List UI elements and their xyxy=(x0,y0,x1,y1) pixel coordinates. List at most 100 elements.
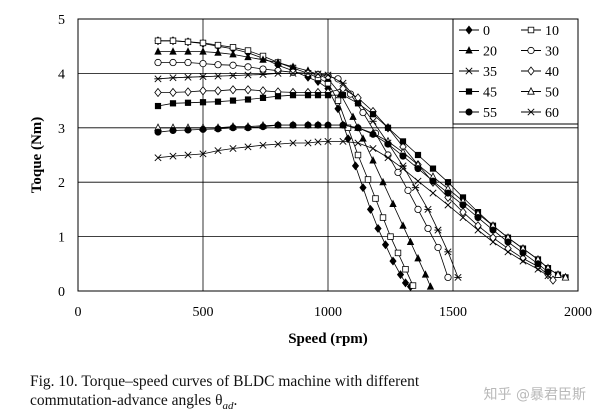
data-point xyxy=(199,150,207,158)
y-tick-label: 3 xyxy=(58,122,65,137)
data-point xyxy=(199,125,207,133)
data-point xyxy=(214,125,222,133)
data-point xyxy=(259,70,267,79)
data-point xyxy=(199,47,207,55)
data-point xyxy=(274,58,282,66)
data-point xyxy=(214,86,222,96)
y-tick-label: 2 xyxy=(58,176,65,191)
data-point xyxy=(324,71,332,79)
marker-stroke xyxy=(399,165,407,173)
marker-stroke xyxy=(414,177,422,185)
data-point xyxy=(184,73,192,81)
data-point xyxy=(429,165,437,172)
caption-end: . xyxy=(233,392,238,409)
data-point xyxy=(424,224,432,233)
data-point xyxy=(401,278,410,288)
data-point xyxy=(259,141,267,149)
data-point xyxy=(381,240,390,250)
data-point xyxy=(399,221,407,229)
data-point xyxy=(199,60,207,68)
legend-label: 20 xyxy=(483,45,497,60)
legend-label: 45 xyxy=(483,86,497,101)
data-point xyxy=(229,49,237,58)
data-point xyxy=(474,226,482,234)
data-point xyxy=(474,214,482,222)
data-point xyxy=(424,205,432,213)
data-point xyxy=(354,139,362,147)
y-tick-label: 0 xyxy=(58,285,65,300)
legend-item: 45 xyxy=(459,86,497,101)
data-point xyxy=(414,177,422,185)
data-point xyxy=(339,121,347,129)
marker-stroke xyxy=(354,139,362,147)
data-point xyxy=(334,97,342,104)
legend-label: 55 xyxy=(483,106,497,121)
marker-stroke xyxy=(489,238,497,246)
data-point xyxy=(259,123,267,131)
x-tick-label: 1000 xyxy=(314,305,342,320)
data-point xyxy=(384,154,392,162)
legend: 0 10 20 30 35 40 45 50 55 60 xyxy=(452,18,579,125)
data-point xyxy=(444,201,452,209)
data-point xyxy=(289,121,297,129)
data-point xyxy=(214,72,222,80)
data-point xyxy=(389,256,397,266)
series-35 xyxy=(154,69,462,281)
data-point xyxy=(244,47,252,54)
data-point xyxy=(154,58,162,67)
legend-label: 40 xyxy=(545,65,559,80)
data-point xyxy=(459,207,467,217)
data-point xyxy=(229,97,237,104)
data-point xyxy=(154,87,162,98)
data-point xyxy=(519,249,527,257)
data-point xyxy=(534,260,542,268)
data-point xyxy=(399,152,407,160)
data-point xyxy=(384,140,392,148)
data-point xyxy=(214,48,222,56)
data-point xyxy=(244,143,252,151)
data-point xyxy=(421,270,430,278)
data-point xyxy=(304,139,312,147)
data-point xyxy=(259,86,267,96)
data-point xyxy=(394,249,402,257)
marker-stroke xyxy=(339,137,347,145)
data-point xyxy=(184,151,192,159)
data-point xyxy=(154,75,162,83)
marker-stroke xyxy=(459,214,467,222)
data-point xyxy=(404,186,412,194)
marker-stroke xyxy=(534,265,542,273)
data-point xyxy=(359,134,367,142)
data-point xyxy=(409,282,417,289)
data-point xyxy=(414,253,422,262)
series-line-55 xyxy=(157,124,549,273)
data-point xyxy=(214,147,222,155)
data-point xyxy=(434,243,442,252)
data-point xyxy=(304,92,312,99)
data-point xyxy=(434,226,442,234)
series-line-20 xyxy=(158,51,431,287)
data-point xyxy=(399,138,407,145)
data-point xyxy=(274,121,282,129)
legend-item: 55 xyxy=(459,106,497,121)
data-point xyxy=(519,257,527,265)
legend-item: 0 xyxy=(459,24,490,39)
legend-marker xyxy=(527,86,535,95)
legend-label: 10 xyxy=(545,24,559,39)
data-point xyxy=(354,124,362,132)
data-point xyxy=(364,176,372,183)
legend-item: 50 xyxy=(521,86,559,101)
series-55 xyxy=(154,121,552,276)
data-point xyxy=(259,94,267,101)
legend-label: 60 xyxy=(545,106,559,121)
data-point xyxy=(339,137,347,145)
data-point xyxy=(289,69,297,77)
data-point xyxy=(314,92,322,99)
data-point xyxy=(289,68,297,76)
data-point xyxy=(324,121,332,129)
legend-marker xyxy=(527,108,535,116)
data-point xyxy=(354,100,362,107)
data-point xyxy=(184,126,192,134)
data-point xyxy=(314,121,322,129)
legend-label: 30 xyxy=(545,45,559,60)
